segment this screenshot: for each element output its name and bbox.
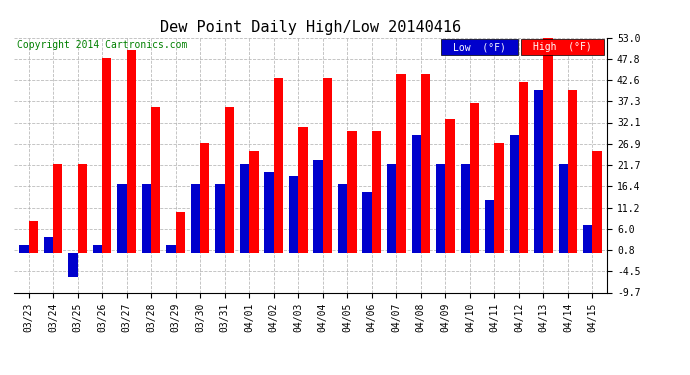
FancyBboxPatch shape (441, 39, 518, 56)
Bar (249, 152, 259, 253)
Bar (92, 245, 102, 253)
Bar (176, 212, 185, 253)
Bar (274, 78, 283, 253)
Bar (544, 29, 553, 253)
Bar (568, 90, 578, 253)
Bar (559, 164, 568, 253)
Bar (411, 135, 421, 253)
Bar (583, 225, 593, 253)
Bar (53, 164, 62, 253)
Bar (436, 164, 445, 253)
Bar (421, 74, 430, 253)
Bar (28, 220, 38, 253)
Bar (289, 176, 298, 253)
Bar (495, 143, 504, 253)
Bar (387, 164, 396, 253)
Title: Dew Point Daily High/Low 20140416: Dew Point Daily High/Low 20140416 (160, 20, 461, 35)
Bar (126, 50, 136, 253)
Bar (77, 164, 87, 253)
Bar (151, 106, 161, 253)
Bar (264, 172, 274, 253)
Bar (519, 82, 529, 253)
Bar (534, 90, 544, 253)
Text: Copyright 2014 Cartronics.com: Copyright 2014 Cartronics.com (17, 40, 187, 50)
Bar (338, 184, 347, 253)
Bar (200, 143, 210, 253)
Bar (240, 164, 249, 253)
Bar (225, 106, 234, 253)
Bar (215, 184, 225, 253)
Bar (323, 78, 332, 253)
Bar (510, 135, 519, 253)
Bar (43, 237, 53, 253)
Text: High  (°F): High (°F) (533, 42, 592, 52)
Bar (102, 58, 111, 253)
Bar (593, 152, 602, 253)
Bar (347, 131, 357, 253)
Bar (485, 200, 495, 253)
Bar (372, 131, 381, 253)
Bar (191, 184, 200, 253)
Bar (445, 119, 455, 253)
Bar (117, 184, 126, 253)
Bar (396, 74, 406, 253)
FancyBboxPatch shape (521, 39, 604, 56)
Bar (68, 253, 77, 278)
Bar (298, 127, 308, 253)
Bar (362, 192, 372, 253)
Bar (19, 245, 28, 253)
Bar (470, 103, 479, 253)
Bar (313, 159, 323, 253)
Bar (166, 245, 176, 253)
Bar (460, 164, 470, 253)
Text: Low  (°F): Low (°F) (453, 42, 506, 52)
Bar (142, 184, 151, 253)
